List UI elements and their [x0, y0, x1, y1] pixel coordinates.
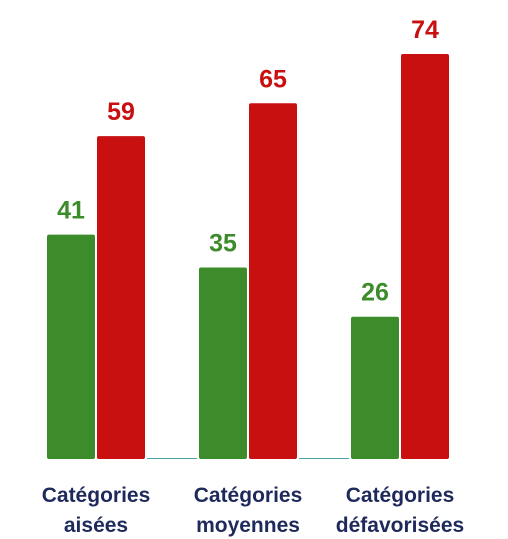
- bar-series-1-1: [47, 234, 95, 459]
- value-label-series-2-3: 74: [411, 16, 439, 44]
- value-labels-group: 41 59 35 65 26 74: [57, 16, 439, 307]
- bars-group: [47, 54, 449, 459]
- bar-series-2-2: [249, 103, 297, 459]
- value-label-series-2-1: 59: [107, 98, 135, 126]
- value-label-series-1-3: 26: [361, 279, 389, 307]
- bar-series-2-1: [97, 136, 145, 459]
- category-labels-group: Catégories aisées Catégories moyennes Catégo…: [42, 484, 464, 537]
- value-label-series-2-2: 65: [259, 65, 287, 93]
- bar-series-1-3: [351, 316, 399, 459]
- value-label-series-1-1: 41: [57, 197, 85, 225]
- category-label-2-line-1: Catégories: [194, 484, 303, 507]
- category-label-1-line-2: aisées: [64, 514, 128, 537]
- bar-series-1-2: [199, 267, 247, 459]
- category-label-2-line-2: moyennes: [196, 514, 300, 537]
- bar-series-2-3: [401, 54, 449, 459]
- category-label-3-line-2: défavorisées: [336, 514, 464, 537]
- category-label-1-line-1: Catégories: [42, 484, 151, 507]
- value-label-series-1-2: 35: [209, 229, 237, 257]
- category-label-3-line-1: Catégories: [346, 484, 455, 507]
